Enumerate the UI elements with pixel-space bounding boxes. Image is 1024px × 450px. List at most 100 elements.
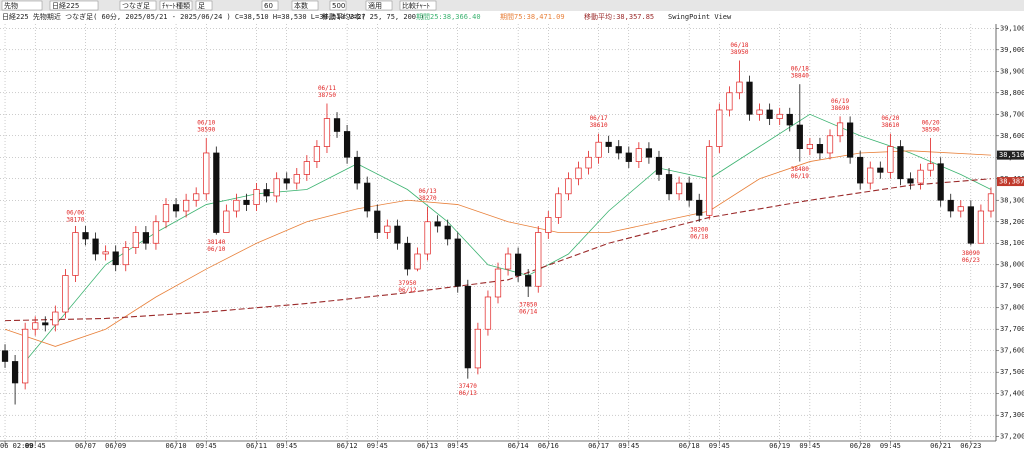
candle-body <box>665 174 673 195</box>
toolbar-button[interactable] <box>291 0 319 11</box>
swing-price: 38200 <box>690 226 708 233</box>
toolbar-button[interactable] <box>365 0 393 11</box>
price-tag-label: 38,387 <box>999 178 1024 186</box>
toolbar-button[interactable] <box>261 0 279 11</box>
candle-body <box>706 146 713 216</box>
moving-average <box>24 113 992 362</box>
candle-body <box>967 206 974 244</box>
candle-body <box>716 109 723 147</box>
candle-body <box>273 178 280 197</box>
toolbar-label: 比較ﾁｬｰﾄ <box>402 1 430 10</box>
candle-body <box>615 146 622 154</box>
toolbar-button[interactable] <box>329 0 347 11</box>
x-tick-label: 09:45 <box>196 442 217 450</box>
y-tick-label: 39,000 <box>1000 46 1024 54</box>
candle-body <box>162 204 170 223</box>
candle-body <box>696 199 703 216</box>
candle-body <box>434 221 441 227</box>
candle-body <box>102 251 109 255</box>
candle-body <box>867 167 874 184</box>
candle-body <box>836 122 844 137</box>
swing-date: 06/11 <box>318 85 336 92</box>
candle-body <box>987 193 995 212</box>
x-tick-label: 06/12 <box>337 442 358 450</box>
swing-date: 06/23 <box>962 257 980 264</box>
candle-body <box>625 152 632 162</box>
candle-body <box>675 182 683 195</box>
candle-body <box>32 322 39 330</box>
x-tick-label: 09:45 <box>447 442 468 450</box>
toolbar-button[interactable] <box>399 0 437 11</box>
swing-date: 06/06 <box>66 210 84 217</box>
swing-date: 06/13 <box>459 390 477 397</box>
candle-body <box>132 232 139 248</box>
x-tick-label: 06/17 <box>588 442 609 450</box>
candle-body <box>474 328 481 369</box>
y-tick-label: 38,000 <box>1000 261 1024 269</box>
candle-body <box>655 156 663 175</box>
candle-body <box>183 199 190 212</box>
candle-body <box>414 253 421 270</box>
candle-body <box>555 193 562 218</box>
info: 日経225 先物期近 つなぎ足( 60分, 2025/05/21 - 2025/… <box>2 12 366 21</box>
candle-body <box>293 174 300 184</box>
toolbar-label: 本数 <box>294 1 308 10</box>
y-tick-label: 38,200 <box>1000 218 1024 226</box>
swing-date: 06/20 <box>922 119 940 126</box>
y-tick-label: 38,900 <box>1000 67 1024 75</box>
candle-body <box>152 221 160 244</box>
candle-body <box>796 124 803 150</box>
swing-date: 06/18 <box>690 233 708 240</box>
candle-body <box>746 81 753 115</box>
swing-price: 38480 <box>791 166 809 173</box>
x-tick-label: 06/20 <box>850 442 871 450</box>
candle-body <box>404 242 411 270</box>
candle-body <box>193 193 200 201</box>
ma-value: 移動平均:38,357.85 <box>584 12 654 21</box>
toolbar-button[interactable] <box>159 0 193 11</box>
x-tick-label: 06/23 <box>960 442 981 450</box>
x-tick-label: 09:45 <box>799 442 820 450</box>
toolbar-button[interactable] <box>49 0 99 11</box>
candle-body <box>857 156 864 184</box>
x-tick-label: 06/10 <box>166 442 187 450</box>
candle-body <box>535 232 542 287</box>
candle-body <box>142 232 149 244</box>
candle-body <box>283 178 290 184</box>
x-tick-label: 06/09 <box>105 442 126 450</box>
candle-body <box>52 311 59 326</box>
price-tag-label: 38,510 <box>999 151 1024 159</box>
candle-body <box>464 285 471 369</box>
x-tick-label: 06 02:00 <box>0 442 34 450</box>
candle-body <box>575 167 582 180</box>
toolbar-button[interactable] <box>119 0 157 11</box>
x-tick-label: 09:45 <box>618 442 639 450</box>
candle-body <box>172 204 180 212</box>
candle-body <box>253 189 260 205</box>
candle-body <box>243 199 250 205</box>
candle-body <box>736 81 743 94</box>
swing-price: 38610 <box>590 122 608 129</box>
candle-body <box>515 253 522 276</box>
y-tick-label: 38,100 <box>1000 239 1024 247</box>
toolbar-button[interactable] <box>1 0 43 11</box>
candle-body <box>72 232 79 276</box>
x-tick-label: 09:45 <box>25 442 46 450</box>
candle-body <box>454 238 461 287</box>
ma-title: 移動平均3本( 25, 75, 200 ) <box>322 12 424 21</box>
toolbar-button[interactable] <box>195 0 213 11</box>
toolbar-label: ﾁｬｰﾄ種類 <box>162 1 190 10</box>
swing-price: 38590 <box>197 126 215 133</box>
swing-date: 06/19 <box>791 173 809 180</box>
x-tick-label: 09:45 <box>880 442 901 450</box>
candle-body <box>82 232 89 240</box>
y-tick-label: 37,900 <box>1000 282 1024 290</box>
swing-price: 38140 <box>207 239 225 246</box>
candle-body <box>525 275 532 287</box>
price-tag <box>997 150 1024 160</box>
candle-body <box>545 217 552 233</box>
candle-body <box>947 199 954 212</box>
x-tick-label: 06/19 <box>769 442 790 450</box>
candle-body <box>816 144 824 154</box>
swing-price: 38170 <box>66 217 84 224</box>
